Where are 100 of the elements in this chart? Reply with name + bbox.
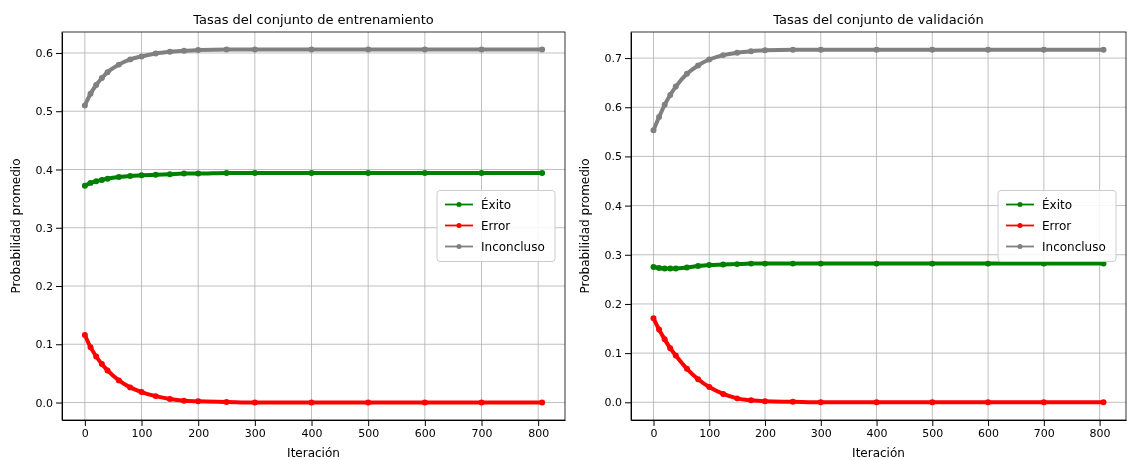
point <box>251 46 258 53</box>
point <box>181 397 188 404</box>
point <box>87 179 94 186</box>
y-tick-label: 0.1 <box>35 338 53 352</box>
legend-label: Inconcluso <box>481 239 545 254</box>
point <box>1100 46 1107 53</box>
point <box>87 344 94 351</box>
point <box>181 47 188 54</box>
point <box>166 171 173 178</box>
point <box>720 261 727 268</box>
point <box>115 174 122 181</box>
legend-label: Error <box>1042 218 1072 233</box>
x-tick-label: 500 <box>922 426 944 440</box>
x-tick-label: 300 <box>810 426 832 440</box>
point <box>650 127 657 134</box>
x-tick-label: 0 <box>650 426 658 440</box>
point <box>817 46 824 53</box>
point <box>985 260 992 267</box>
x-tick-label: 300 <box>244 426 266 440</box>
point <box>127 56 134 63</box>
point <box>365 170 372 176</box>
point <box>93 178 100 185</box>
x-tick-label: 400 <box>866 426 888 440</box>
point <box>720 52 727 59</box>
point <box>789 260 796 267</box>
point <box>762 47 769 54</box>
x-tick-label: 400 <box>301 426 323 440</box>
point <box>734 261 741 268</box>
point <box>152 171 159 178</box>
y-tick-label: 0.4 <box>604 199 622 213</box>
point <box>421 399 428 406</box>
point <box>695 62 702 69</box>
point <box>695 263 702 270</box>
point <box>650 315 657 322</box>
point <box>152 393 159 400</box>
point <box>223 46 230 53</box>
y-tick-label: 0.6 <box>35 46 53 60</box>
y-tick-label: 0.2 <box>604 297 622 311</box>
point <box>478 46 485 53</box>
point <box>138 389 145 396</box>
x-tick-label: 200 <box>755 426 777 440</box>
x-tick-label: 700 <box>471 426 493 440</box>
x-tick-label: 800 <box>528 426 550 440</box>
point <box>223 398 230 405</box>
point <box>365 46 372 53</box>
point <box>421 170 428 176</box>
point <box>308 170 315 176</box>
point <box>683 264 690 271</box>
point <box>195 398 202 405</box>
x-tick-label: 600 <box>414 426 436 440</box>
point <box>365 399 372 406</box>
y-tick-label: 0.5 <box>35 105 53 119</box>
point <box>762 398 769 405</box>
point <box>1040 399 1047 406</box>
point <box>127 384 134 391</box>
point <box>985 46 992 53</box>
point <box>421 46 428 53</box>
point <box>539 399 546 406</box>
point <box>539 170 546 176</box>
legend-label: Éxito <box>481 196 512 212</box>
point <box>98 75 105 81</box>
chart-title: Tasas del conjunto de validación <box>772 12 984 27</box>
x-tick-label: 0 <box>81 426 89 440</box>
point <box>152 50 159 57</box>
point <box>223 170 230 176</box>
y-tick-label: 0.3 <box>604 248 622 262</box>
point <box>181 170 188 177</box>
point <box>929 46 936 53</box>
point <box>115 377 122 384</box>
y-tick-label: 0.6 <box>604 101 622 115</box>
y-tick-label: 0.0 <box>604 396 622 410</box>
point <box>672 352 679 359</box>
point <box>748 260 755 267</box>
point <box>93 353 100 360</box>
point <box>873 399 880 406</box>
point <box>667 265 674 272</box>
point <box>706 384 713 391</box>
point <box>81 182 88 189</box>
point <box>478 170 485 176</box>
point <box>656 326 663 333</box>
point <box>706 262 713 269</box>
point <box>817 260 824 267</box>
point <box>667 91 674 98</box>
point <box>98 177 105 183</box>
point <box>81 331 88 338</box>
x-tick-label: 800 <box>1089 426 1111 440</box>
point <box>650 264 657 271</box>
point <box>929 260 936 267</box>
point <box>873 46 880 53</box>
point <box>985 399 992 406</box>
point <box>104 175 111 182</box>
y-tick-label: 0.3 <box>35 221 53 235</box>
point <box>817 399 824 406</box>
point <box>667 345 674 352</box>
point <box>873 260 880 267</box>
point <box>734 49 741 56</box>
y-axis-title: Probabilidad promedio <box>578 158 592 294</box>
x-tick-label: 500 <box>358 426 380 440</box>
point <box>195 170 202 177</box>
point <box>683 365 690 372</box>
